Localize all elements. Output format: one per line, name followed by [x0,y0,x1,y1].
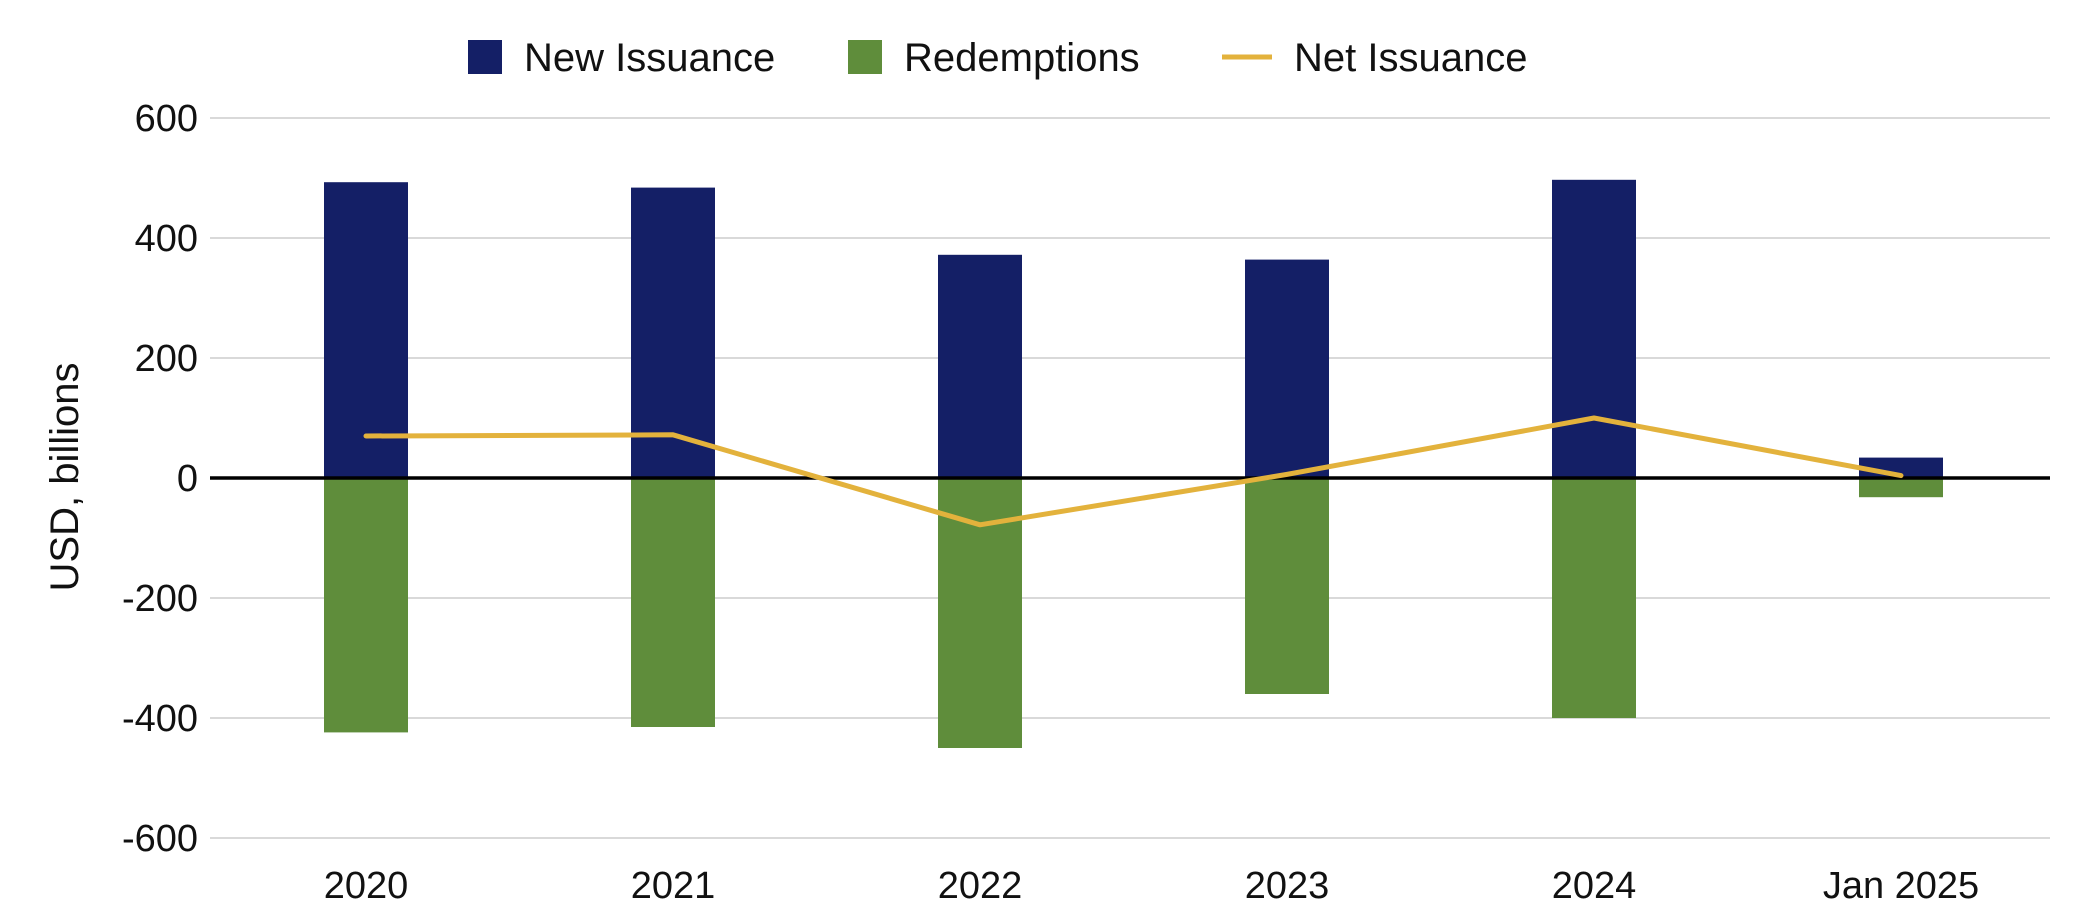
new-issuance-bar [631,187,715,478]
y-axis-title: USD, billions [43,363,87,592]
y-axis-ticks: 600 400 200 0 -200 -400 -600 [122,98,198,860]
net-issuance-line-layer [363,415,1904,528]
new-issuance-bar [1552,179,1636,479]
x-tick-label: Jan 2025 [1823,865,1979,907]
redemptions-bar [324,478,408,733]
legend: New Issuance Redemptions Net Issuance [468,36,1527,80]
gridlines [210,117,2050,839]
legend-label: Net Issuance [1294,36,1527,80]
new-issuance-bar [1245,259,1329,478]
x-tick-label: 2023 [1245,865,1330,907]
x-tick-label: 2020 [324,865,409,907]
redemptions-bar [1552,478,1636,718]
redemptions-bar [1245,478,1329,694]
legend-label: New Issuance [524,36,775,80]
legend-label: Redemptions [904,36,1140,80]
net-issuance-line [363,415,1904,528]
y-tick-label: 400 [135,218,198,260]
y-tick-label: 200 [135,338,198,380]
y-tick-label: 600 [135,98,198,140]
y-tick-label: -400 [122,698,198,740]
x-tick-label: 2022 [938,865,1023,907]
y-tick-label: 0 [177,458,198,500]
bars [324,179,1943,748]
y-tick-label: -200 [122,578,198,620]
y-tick-label: -600 [122,818,198,860]
x-axis-ticks: 2020 2021 2022 2023 2024 Jan 2025 [324,865,1979,907]
new-issuance-bar [324,182,408,478]
x-tick-label: 2021 [631,865,716,907]
legend-swatch-redemptions [848,40,882,74]
new-issuance-bar [938,254,1022,478]
x-tick-label: 2024 [1552,865,1637,907]
legend-swatch-new-issuance [468,40,502,74]
redemptions-bar [631,478,715,727]
redemptions-bar [1859,478,1943,498]
